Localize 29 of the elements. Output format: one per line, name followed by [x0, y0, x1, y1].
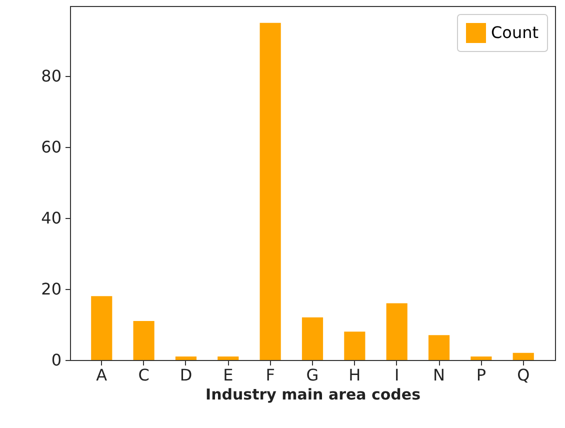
- y-tick-label: 40: [41, 208, 62, 228]
- x-tick-label: Q: [517, 366, 530, 384]
- bar: [302, 317, 324, 360]
- x-tick-label: N: [433, 366, 446, 384]
- x-axis-title: Industry main area codes: [205, 386, 421, 404]
- x-tick-label: C: [138, 366, 150, 384]
- x-tick-label: P: [476, 366, 486, 384]
- bar: [91, 296, 112, 360]
- x-tick-label: D: [180, 366, 192, 384]
- y-tick-label: 20: [41, 280, 62, 299]
- bar: [218, 356, 239, 360]
- bar: [260, 22, 281, 360]
- x-tick-label: A: [96, 366, 108, 384]
- bar: [175, 356, 197, 360]
- x-tick-label: H: [348, 366, 361, 384]
- bar: [386, 303, 408, 360]
- bar: [470, 356, 492, 360]
- bar: [133, 320, 154, 360]
- y-tick-label: 0: [51, 350, 62, 370]
- x-tick-label: F: [266, 366, 275, 384]
- x-tick-label: E: [223, 366, 234, 384]
- y-tick-label: 60: [41, 138, 62, 157]
- bar: [344, 332, 366, 360]
- x-tick-label: G: [306, 366, 319, 384]
- y-tick-label: 80: [41, 66, 62, 86]
- x-tick-label: I: [394, 366, 400, 384]
- bar: [512, 352, 534, 360]
- bar: [428, 335, 450, 360]
- legend-label: Count: [491, 23, 539, 42]
